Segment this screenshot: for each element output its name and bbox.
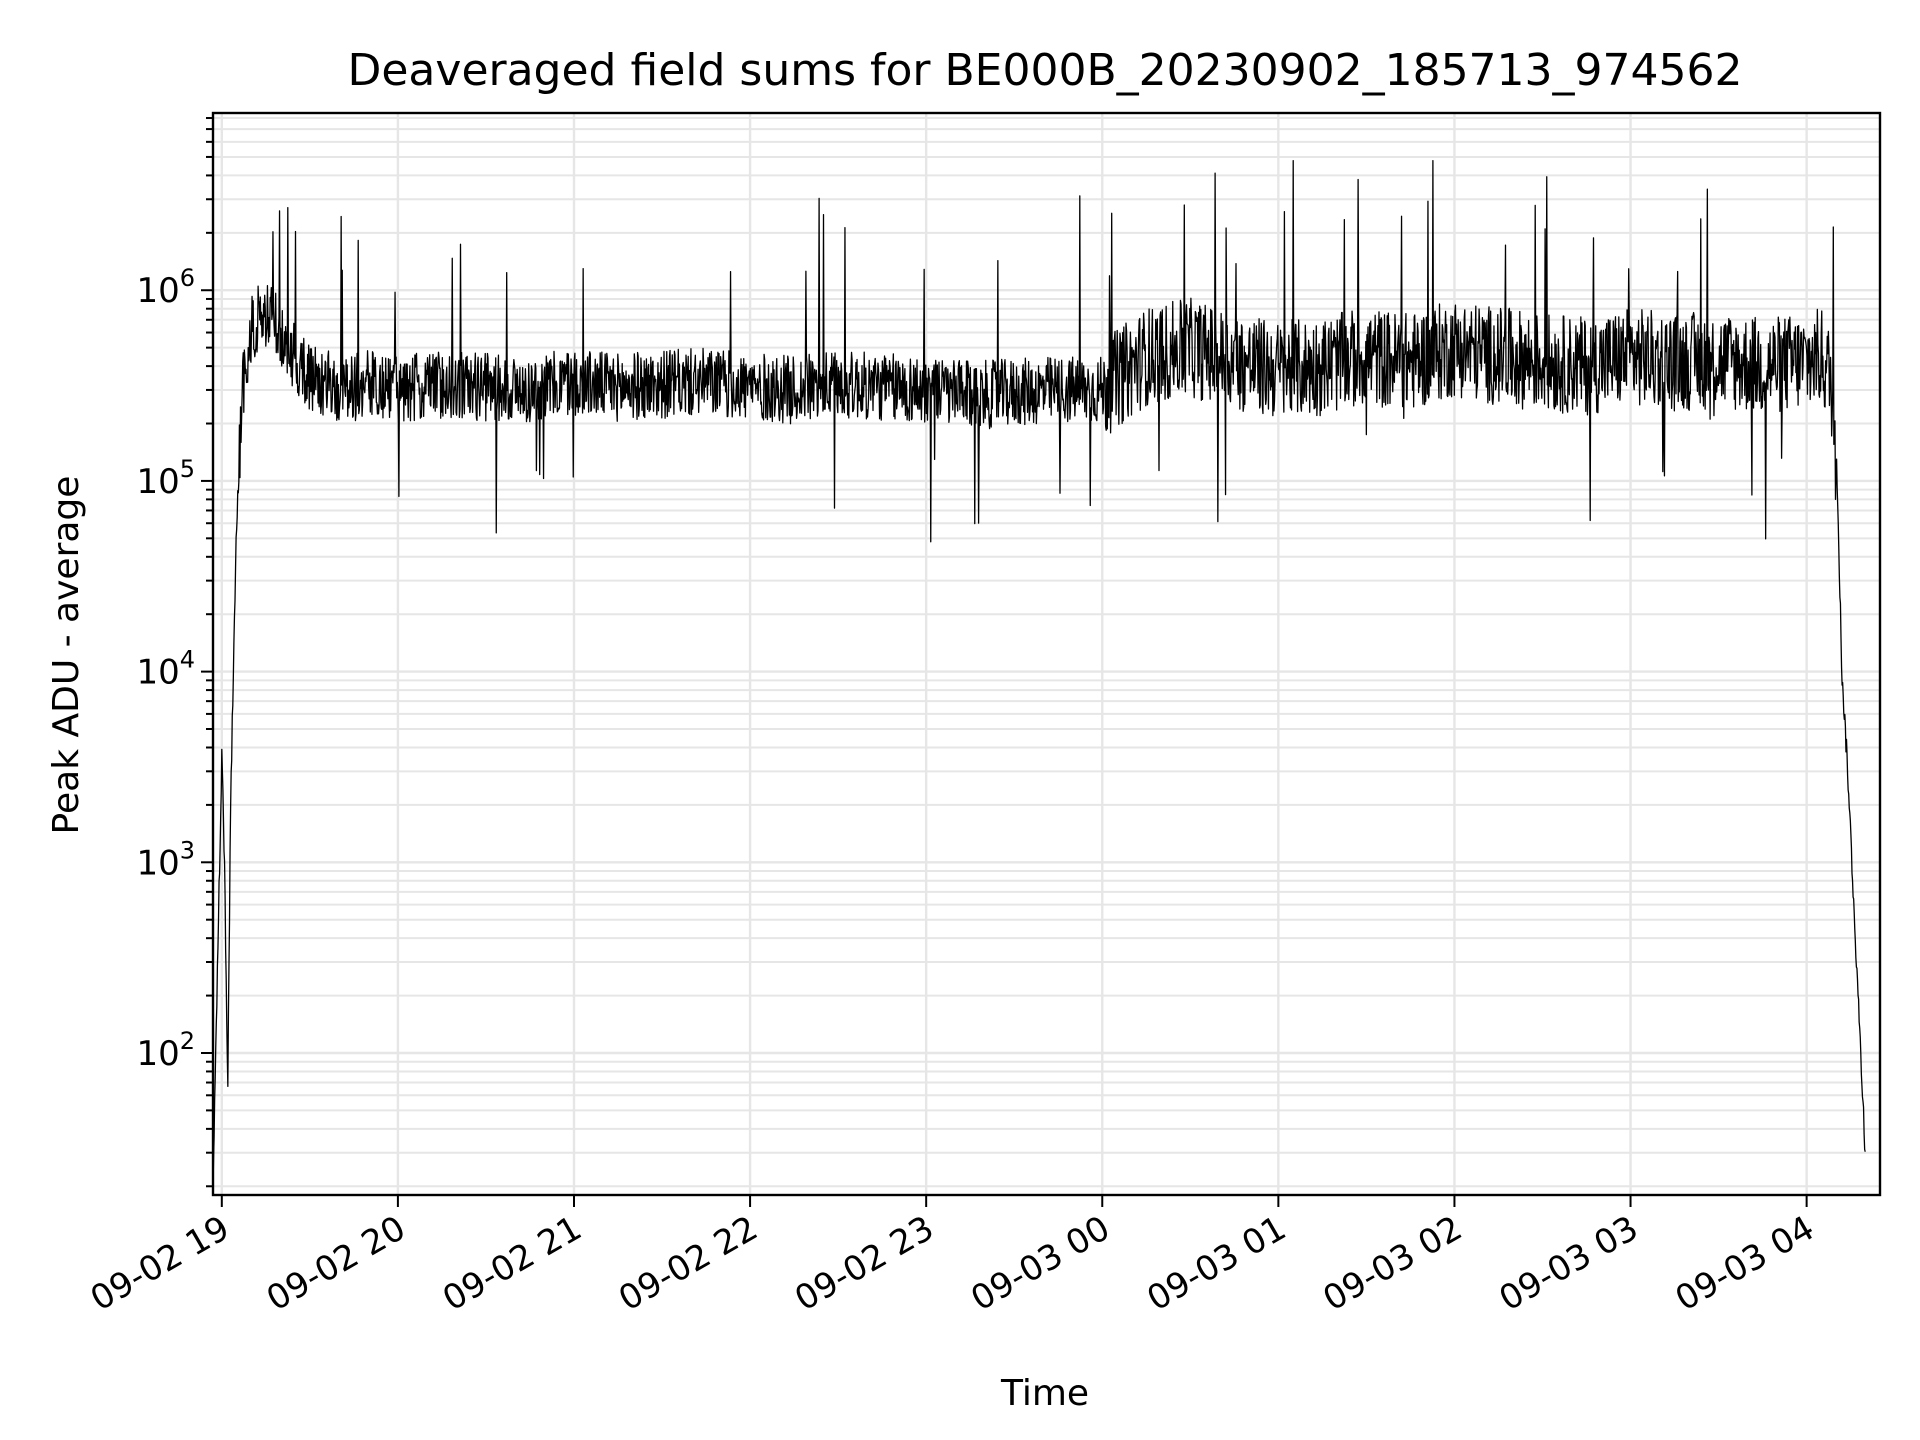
y-tick-label: 106 xyxy=(136,264,195,311)
y-axis-title: Peak ADU - average xyxy=(46,476,87,835)
x-tick-label: 09-03 01 xyxy=(1140,1208,1292,1319)
x-tick-label: 09-03 02 xyxy=(1317,1208,1469,1319)
chart-title: Deaveraged field sums for BE000B_2023090… xyxy=(347,45,1742,96)
y-tick-label: 102 xyxy=(136,1027,195,1074)
plot-frame xyxy=(211,111,1882,1197)
x-tick-label: 09-03 00 xyxy=(964,1208,1116,1319)
y-tick-label: 105 xyxy=(136,455,195,502)
x-tick-label: 09-02 23 xyxy=(788,1208,940,1319)
x-tick-label: 09-03 03 xyxy=(1493,1208,1645,1319)
x-axis-title: Time xyxy=(1000,1373,1089,1414)
x-tick-label: 09-02 22 xyxy=(612,1208,764,1319)
grid-layer xyxy=(213,113,1880,1195)
x-tick-label: 09-03 04 xyxy=(1669,1208,1821,1319)
line-layer xyxy=(212,160,1866,1187)
x-tick-label: 09-02 20 xyxy=(260,1208,412,1319)
y-tick-label: 104 xyxy=(136,646,195,693)
x-tick-label: 09-02 19 xyxy=(84,1208,236,1319)
series-line xyxy=(212,160,1866,1187)
x-tick-label: 09-02 21 xyxy=(436,1208,588,1319)
y-tick-label: 103 xyxy=(136,836,195,883)
